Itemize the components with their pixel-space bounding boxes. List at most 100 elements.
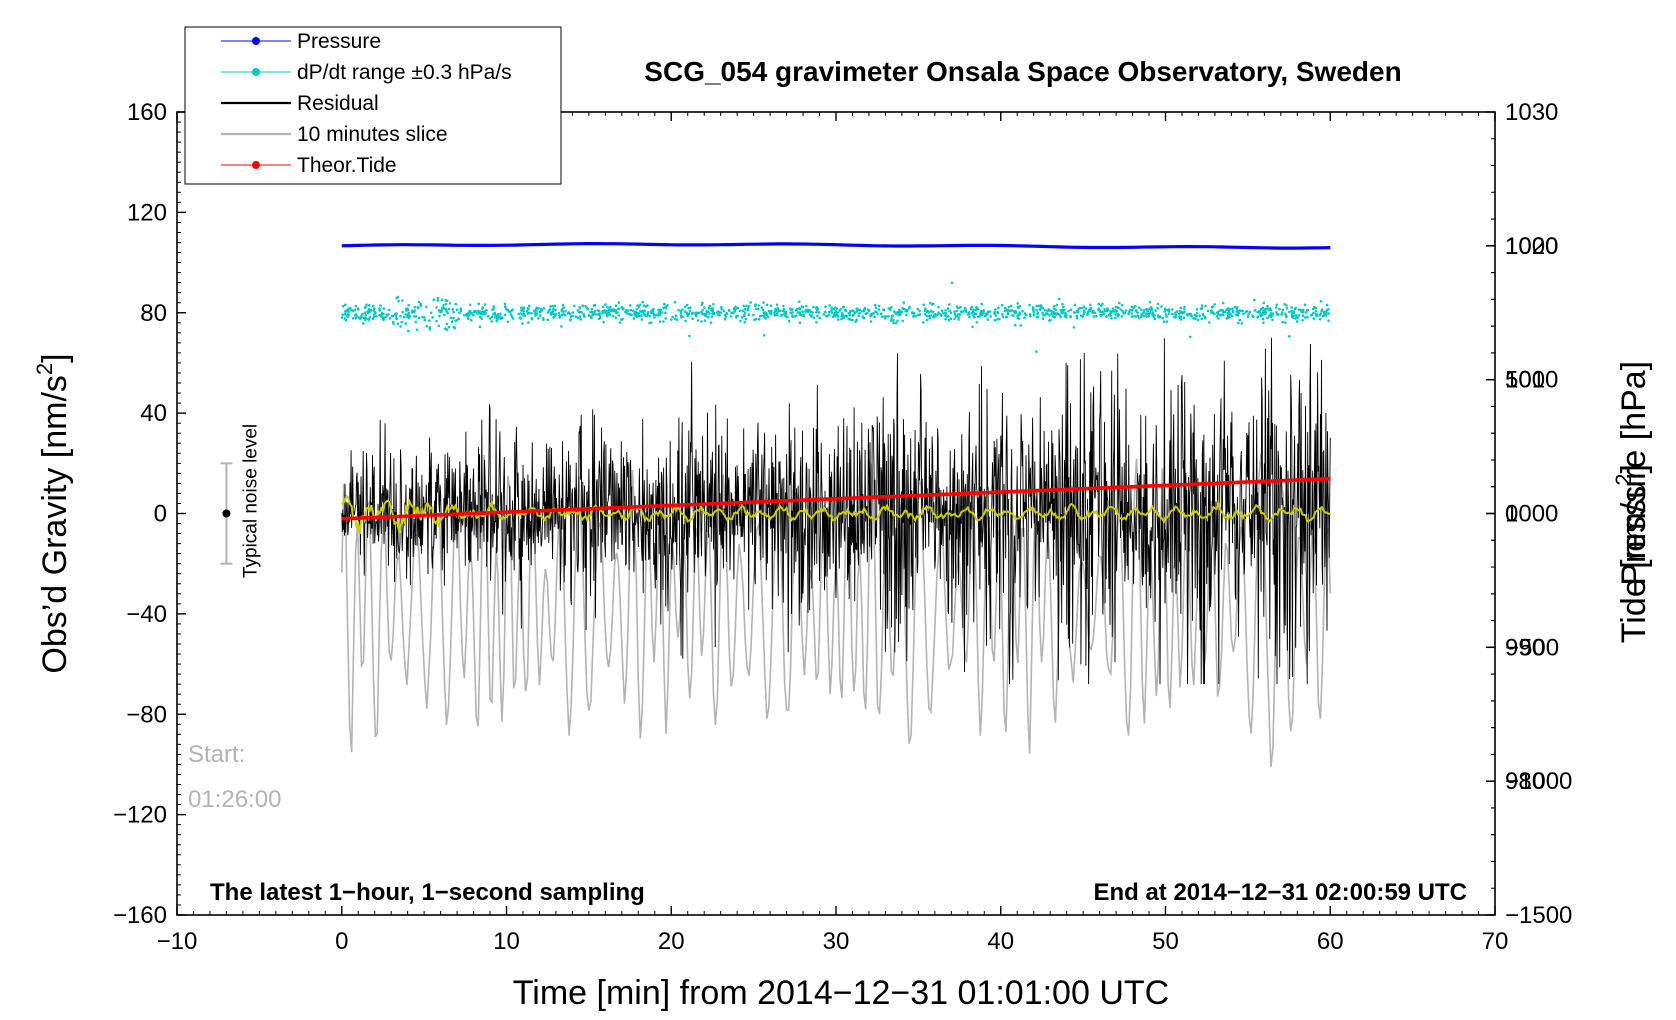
dpdt-point [1195,314,1198,318]
dpdt-point [923,313,927,316]
dpdt-point [578,315,582,318]
dpdt-point [719,311,722,314]
dpdt-point [579,318,583,321]
dpdt-point [929,309,933,313]
dpdt-point [786,315,789,319]
dpdt-point [478,312,481,315]
dpdt-point [1290,309,1293,313]
dpdt-point [445,309,448,313]
dpdt-point [646,304,649,307]
dpdt-point [549,311,553,315]
dpdt-point [888,307,892,311]
dpdt-point [580,311,583,314]
dpdt-point [455,319,459,322]
dpdt-point [616,307,620,311]
dpdt-point [459,307,463,311]
dpdt-point [971,325,974,329]
dpdt-point [530,317,534,321]
start-label: Start: [188,741,245,768]
dpdt-point [812,316,816,320]
dpdt-point [436,299,440,302]
dpdt-point [1167,310,1171,313]
dpdt-point [452,310,455,314]
dpdt-point [1195,311,1199,315]
dpdt-point [662,306,665,310]
dpdt-point [844,314,848,318]
dpdt-point [1142,308,1146,312]
dpdt-point [783,311,787,315]
dpdt-point [366,310,369,313]
dpdt-point [620,318,623,321]
dpdt-point [624,310,628,314]
dpdt-point [562,306,565,309]
dpdt-point [959,305,962,309]
dpdt-point [1059,315,1062,319]
dpdt-point [908,305,911,309]
dpdt-point [1280,311,1284,314]
dpdt-point [629,304,632,307]
dpdt-point [1301,308,1305,312]
dpdt-point [1052,312,1056,316]
dpdt-point [1284,312,1287,316]
dpdt-point [696,319,700,322]
dpdt-point [824,310,827,314]
dpdt-point [448,302,452,305]
dpdt-point [1189,312,1193,316]
x-tick-label: −10 [157,928,198,955]
dpdt-point [680,316,683,319]
dpdt-point [1171,312,1174,316]
dpdt-point [552,312,555,316]
dpdt-point [382,318,385,322]
dpdt-point [1233,305,1237,309]
dpdt-point [407,329,410,333]
dpdt-point [1314,310,1318,313]
tide-tick-label: −500 [1505,634,1559,661]
dpdt-point [716,310,719,314]
dpdt-point [604,303,607,306]
dpdt-point [606,305,609,309]
dpdt-point [608,313,612,317]
dpdt-point [1226,316,1230,320]
dpdt-point [887,314,890,318]
y-axis-title-sup: 2 [32,363,57,375]
dpdt-point [1041,317,1045,321]
dpdt-point [734,316,738,319]
dpdt-point [1253,298,1256,302]
dpdt-point [593,309,597,313]
dpdt-point [1021,309,1024,313]
dpdt-point [1185,313,1189,316]
dpdt-point [558,314,561,317]
dpdt-point [756,307,760,311]
y-axis-title-tide: Tide [nm/s2] [1611,464,1653,643]
dpdt-point [637,314,641,318]
dpdt-point [738,309,742,313]
dpdt-point [576,309,580,312]
dpdt-point [557,311,561,315]
dpdt-point [1182,316,1186,320]
dpdt-point [701,301,704,305]
dpdt-point [614,309,617,312]
dpdt-point [553,304,557,308]
dpdt-point [1161,316,1164,320]
dpdt-point [1193,313,1197,317]
dpdt-point [1291,312,1294,315]
dpdt-point [801,310,804,313]
dpdt-point [1059,309,1062,312]
dpdt-point [372,304,375,308]
dpdt-point [982,310,985,313]
dpdt-point [445,299,449,303]
legend-box [184,26,562,185]
dpdt-point [953,312,957,316]
y-axis-title-close: ] [36,353,74,362]
dpdt-point [372,315,376,319]
dpdt-point [779,309,782,313]
dpdt-point [947,318,951,322]
dpdt-point [1312,307,1315,311]
dpdt-point [340,316,344,319]
dpdt-point [415,328,419,332]
dpdt-point [840,317,843,321]
dpdt-point [794,309,798,312]
x-tick-label: 70 [1482,928,1509,955]
dpdt-point [1089,303,1092,307]
dpdt-point [830,309,833,312]
